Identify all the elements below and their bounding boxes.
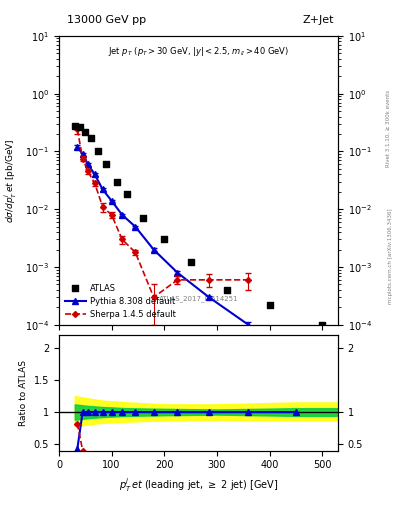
ATLAS [187, 259, 194, 267]
ATLAS [72, 121, 78, 130]
Legend: ATLAS, Pythia 8.308 default, Sherpa 1.4.5 default: ATLAS, Pythia 8.308 default, Sherpa 1.4.… [61, 281, 179, 323]
Sherpa 1.4.5 default [100, 204, 105, 210]
Pythia 8.308 default [133, 224, 138, 230]
Text: Jet $p_T$ ($p_T > 30$ GeV, $|y| < 2.5$, $m_{ll} > 40$ GeV): Jet $p_T$ ($p_T > 30$ GeV, $|y| < 2.5$, … [108, 45, 289, 57]
Pythia 8.308 default [207, 294, 211, 301]
Sherpa 1.4.5 default [80, 156, 85, 162]
Line: Pythia 8.308 default: Pythia 8.308 default [75, 144, 299, 368]
Pythia 8.308 default [92, 172, 97, 178]
Pythia 8.308 default [86, 161, 90, 167]
Y-axis label: Ratio to ATLAS: Ratio to ATLAS [19, 360, 28, 426]
ATLAS [140, 214, 146, 222]
Sherpa 1.4.5 default [92, 180, 97, 186]
Sherpa 1.4.5 default [151, 294, 156, 301]
Pythia 8.308 default [175, 270, 180, 276]
Text: 13000 GeV pp: 13000 GeV pp [67, 15, 146, 25]
Pythia 8.308 default [246, 322, 251, 328]
ATLAS [103, 160, 110, 168]
Sherpa 1.4.5 default [175, 277, 180, 283]
Sherpa 1.4.5 default [109, 212, 114, 218]
Pythia 8.308 default [75, 144, 80, 150]
Text: Z+Jet: Z+Jet [303, 15, 334, 25]
Sherpa 1.4.5 default [246, 277, 251, 283]
ATLAS [77, 122, 83, 131]
Pythia 8.308 default [80, 151, 85, 157]
Pythia 8.308 default [120, 212, 125, 218]
Y-axis label: $d\sigma/dp_T^j\,et$ [pb/GeV]: $d\sigma/dp_T^j\,et$ [pb/GeV] [3, 138, 20, 223]
Sherpa 1.4.5 default [133, 249, 138, 255]
ATLAS [319, 321, 325, 329]
ATLAS [87, 134, 94, 142]
ATLAS [114, 178, 120, 186]
Text: mcplots.cern.ch [arXiv:1306.3436]: mcplots.cern.ch [arXiv:1306.3436] [387, 208, 393, 304]
Text: Rivet 3.1.10, ≥ 300k events: Rivet 3.1.10, ≥ 300k events [386, 90, 391, 166]
Pythia 8.308 default [100, 186, 105, 193]
Sherpa 1.4.5 default [207, 277, 211, 283]
Line: Sherpa 1.4.5 default: Sherpa 1.4.5 default [75, 127, 251, 300]
ATLAS [224, 286, 231, 294]
X-axis label: $p_T^j\,et$ (leading jet, $\geq$ 2 jet) [GeV]: $p_T^j\,et$ (leading jet, $\geq$ 2 jet) … [119, 476, 278, 494]
Pythia 8.308 default [151, 247, 156, 253]
Sherpa 1.4.5 default [86, 168, 90, 175]
Pythia 8.308 default [294, 362, 298, 368]
Sherpa 1.4.5 default [75, 126, 80, 133]
ATLAS [266, 301, 273, 309]
ATLAS [82, 127, 88, 136]
Text: ATLAS_2017_I1514251: ATLAS_2017_I1514251 [159, 295, 238, 302]
ATLAS [161, 236, 167, 244]
Sherpa 1.4.5 default [120, 237, 125, 243]
Pythia 8.308 default [109, 198, 114, 204]
ATLAS [124, 190, 130, 199]
ATLAS [95, 147, 101, 156]
